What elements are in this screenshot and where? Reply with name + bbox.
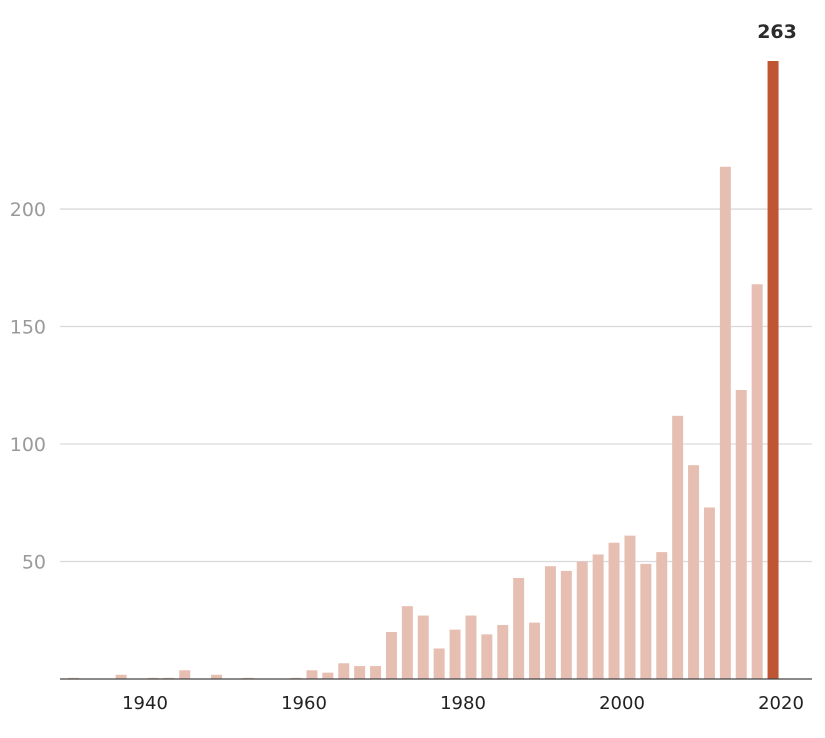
bar <box>544 566 556 679</box>
bar <box>401 606 413 679</box>
bar <box>449 629 461 679</box>
bar <box>417 615 429 679</box>
x-axis-ticks: 1940 1960 1980 2000 2020 <box>122 693 804 714</box>
bar <box>592 554 604 679</box>
bar <box>322 672 334 679</box>
bar <box>115 674 127 679</box>
bar <box>672 415 684 679</box>
x-tick-label: 1980 <box>440 693 486 714</box>
bar <box>179 670 191 679</box>
bar <box>385 632 397 679</box>
bar <box>465 615 477 679</box>
bar <box>497 624 509 679</box>
bar <box>513 577 525 679</box>
bar <box>735 389 747 679</box>
highlight-bar <box>767 61 779 679</box>
bar <box>624 535 636 679</box>
y-tick-label: 100 <box>10 434 46 456</box>
y-axis-ticks: 50 100 150 200 <box>10 199 46 573</box>
bar <box>481 634 493 679</box>
x-tick-label: 1940 <box>122 693 168 714</box>
bar <box>719 166 731 679</box>
bar <box>576 561 588 679</box>
bar <box>529 622 541 679</box>
bar <box>688 465 700 679</box>
bar <box>370 666 382 679</box>
bar <box>608 542 620 679</box>
bar <box>306 670 318 679</box>
bar <box>656 552 668 679</box>
bars <box>67 61 779 679</box>
bar <box>703 507 715 679</box>
bar <box>338 663 350 679</box>
y-tick-label: 150 <box>10 317 46 339</box>
bar <box>640 563 652 679</box>
x-tick-label: 1960 <box>281 693 327 714</box>
y-tick-label: 50 <box>22 552 46 574</box>
bar <box>560 570 572 679</box>
y-tick-label: 200 <box>10 199 46 221</box>
bar <box>433 648 445 679</box>
bar <box>354 666 366 679</box>
bar <box>211 674 223 679</box>
bar <box>751 284 763 679</box>
x-tick-label: 2020 <box>758 693 804 714</box>
max-value-label: 263 <box>757 21 797 43</box>
x-tick-label: 2000 <box>599 693 645 714</box>
gridlines <box>60 208 812 563</box>
